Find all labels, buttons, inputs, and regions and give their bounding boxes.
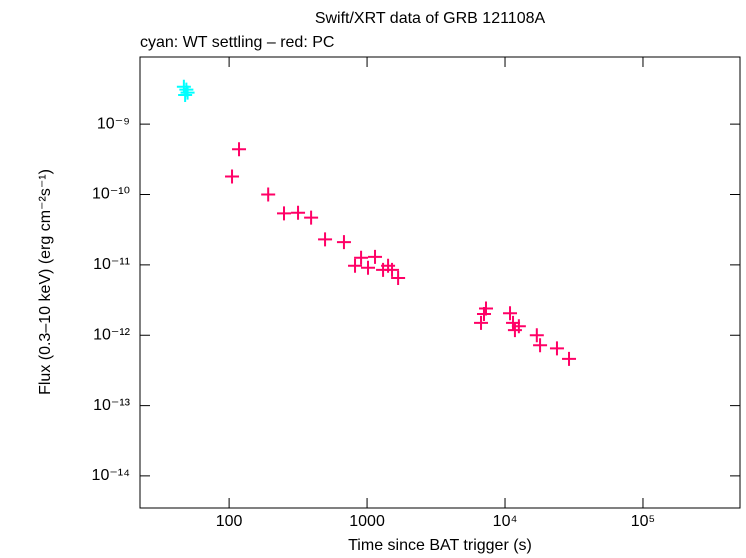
data-point xyxy=(354,250,369,265)
data-point xyxy=(368,249,383,264)
data-point xyxy=(385,262,400,277)
data-point xyxy=(562,351,577,366)
data-point xyxy=(291,205,306,220)
data-point xyxy=(391,271,406,286)
x-tick-label: 100 xyxy=(216,513,243,530)
data-point xyxy=(179,82,194,97)
chart-title: Swift/XRT data of GRB 121108A xyxy=(315,10,546,27)
data-point xyxy=(225,169,240,184)
y-tick-label: 10⁻¹¹ xyxy=(93,256,130,273)
x-tick-label: 10⁴ xyxy=(493,513,518,530)
data-point xyxy=(176,79,191,94)
y-tick-label: 10⁻¹² xyxy=(93,326,131,343)
data-point xyxy=(511,319,526,334)
data-point xyxy=(318,232,333,247)
plot-frame xyxy=(139,56,741,509)
data-point xyxy=(336,235,351,250)
y-tick-label: 10⁻⁹ xyxy=(97,115,130,132)
data-point xyxy=(361,260,376,275)
data-point xyxy=(503,306,518,321)
x-axis-label: Time since BAT trigger (s) xyxy=(348,537,532,554)
data-point xyxy=(529,328,544,343)
data-point xyxy=(348,258,363,273)
x-tick-label: 1000 xyxy=(349,513,385,530)
chart-subtitle: cyan: WT settling – red: PC xyxy=(140,34,334,51)
data-point xyxy=(261,187,276,202)
data-point xyxy=(232,142,247,157)
x-tick-label: 10⁵ xyxy=(631,513,655,530)
data-point xyxy=(506,315,521,330)
y-axis-label: Flux (0.3–10 keV) (erg cm⁻²s⁻¹) xyxy=(37,169,54,395)
y-tick-label: 10⁻¹³ xyxy=(93,397,131,414)
data-point xyxy=(180,85,195,100)
y-tick-label: 10⁻¹⁰ xyxy=(92,186,130,203)
data-point xyxy=(549,341,564,356)
data-point xyxy=(277,206,292,221)
data-point xyxy=(474,315,489,330)
data-point xyxy=(533,338,548,353)
data-point xyxy=(478,301,493,316)
y-tick-label: 10⁻¹⁴ xyxy=(92,467,131,484)
data-point xyxy=(304,210,319,225)
